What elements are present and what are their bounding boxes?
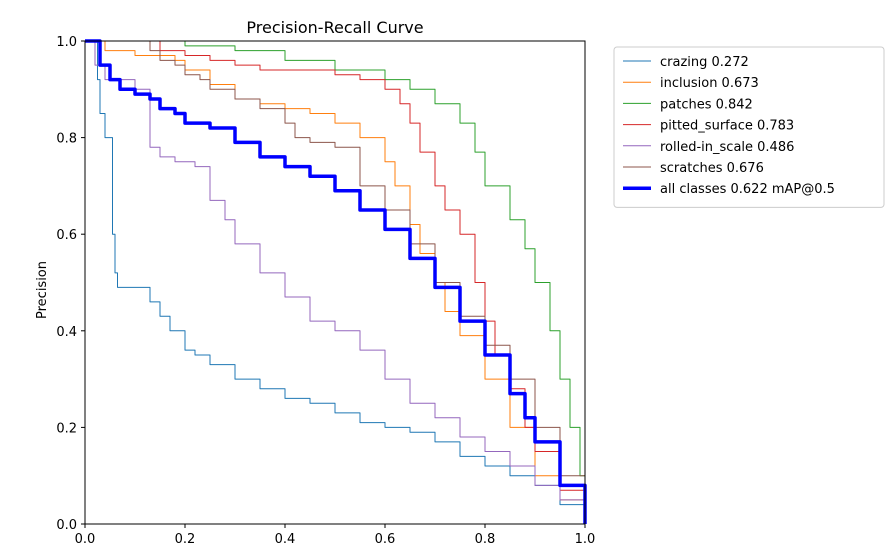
axis-ticks: 0.0 0.2 0.4 0.6 0.8 1.0 0.0 0.2 0.4 0.6 0.8 1.0 bbox=[56, 35, 595, 547]
y-tick-label: 0.0 bbox=[56, 518, 77, 533]
chart-title: Precision-Recall Curve bbox=[246, 18, 423, 37]
series-line-2 bbox=[85, 40, 586, 515]
y-tick-label: 1.0 bbox=[56, 35, 77, 50]
legend: crazing 0.272 inclusion 0.673 patches 0.84… bbox=[613, 46, 885, 208]
y-axis-label: Precision bbox=[35, 261, 50, 319]
plot-frame bbox=[84, 40, 586, 525]
y-tick-label: 0.8 bbox=[56, 132, 77, 147]
legend-label: all classes 0.622 mAP@0.5 bbox=[660, 182, 835, 197]
legend-label: crazing 0.272 bbox=[660, 55, 749, 70]
series-line-5 bbox=[85, 40, 586, 524]
y-tick-label: 0.4 bbox=[56, 325, 77, 340]
x-tick-label: 0.6 bbox=[375, 532, 396, 547]
series-line-6 bbox=[85, 39, 587, 524]
series-lines bbox=[85, 39, 587, 524]
legend-label: rolled-in_scale 0.486 bbox=[660, 140, 794, 155]
y-tick-label: 0.6 bbox=[56, 228, 77, 243]
legend-label: pitted_surface 0.783 bbox=[660, 119, 794, 134]
legend-box bbox=[613, 46, 885, 208]
legend-label: inclusion 0.673 bbox=[660, 76, 759, 91]
x-tick-label: 0.8 bbox=[475, 532, 496, 547]
series-line-0 bbox=[85, 40, 586, 524]
x-tick-label: 0.0 bbox=[75, 532, 96, 547]
x-tick-label: 1.0 bbox=[575, 532, 596, 547]
legend-label: scratches 0.676 bbox=[660, 161, 764, 176]
legend-label: patches 0.842 bbox=[660, 97, 753, 112]
x-tick-label: 0.4 bbox=[275, 532, 296, 547]
series-line-1 bbox=[85, 40, 586, 524]
y-tick-label: 0.2 bbox=[56, 421, 77, 436]
x-tick-label: 0.2 bbox=[175, 532, 196, 547]
series-line-4 bbox=[85, 40, 586, 524]
